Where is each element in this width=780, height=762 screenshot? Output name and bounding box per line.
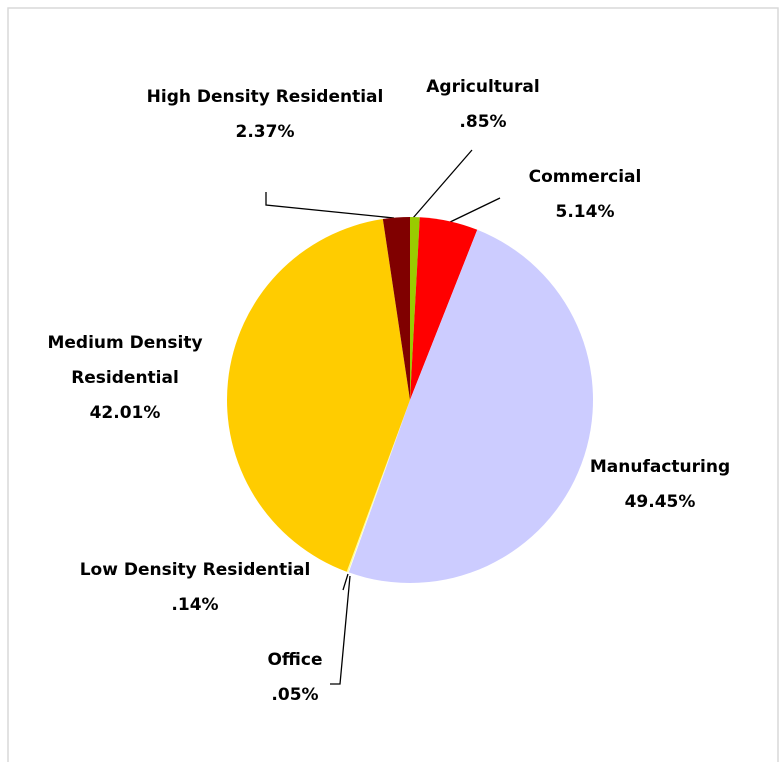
value-label: .85% (459, 112, 507, 132)
leader-line (445, 197, 501, 225)
chart-border (7, 7, 779, 762)
value-label: 2.37% (235, 122, 295, 142)
pie-slice (382, 217, 410, 400)
category-label: Office (267, 650, 323, 670)
value-label: 5.14% (555, 202, 615, 222)
slice-label: Low Density Residential .14% (45, 553, 345, 623)
leader-line (330, 575, 351, 685)
pie-slice (348, 400, 410, 573)
slice-label: Commercial 5.14% (485, 160, 685, 230)
category-label: Agricultural (426, 77, 540, 97)
pie-slice (410, 217, 420, 400)
slice-label: Manufacturing 49.45% (560, 450, 760, 520)
category-label: Commercial (528, 167, 642, 187)
leader-line (412, 149, 473, 219)
pie-slice (410, 217, 478, 400)
pie-slice (346, 400, 410, 573)
leader-line (265, 192, 395, 219)
value-label: .05% (271, 685, 319, 705)
slice-label: Office .05% (195, 643, 395, 713)
category-label: Medium Density Residential (47, 333, 203, 388)
category-label: High Density Residential (146, 87, 384, 107)
value-label: 42.01% (89, 403, 161, 423)
leader-line (342, 573, 349, 591)
leader-lines (265, 149, 501, 685)
slice-label: High Density Residential 2.37% (115, 80, 415, 150)
category-label: Manufacturing (589, 457, 731, 477)
value-label: .14% (171, 595, 219, 615)
pie-slice (227, 219, 410, 572)
pie-slice (348, 229, 593, 583)
value-label: 49.45% (624, 492, 696, 512)
slice-label: Medium Density Residential 42.01% (20, 326, 230, 431)
slice-label: Agricultural .85% (383, 70, 583, 140)
category-label: Low Density Residential (79, 560, 311, 580)
